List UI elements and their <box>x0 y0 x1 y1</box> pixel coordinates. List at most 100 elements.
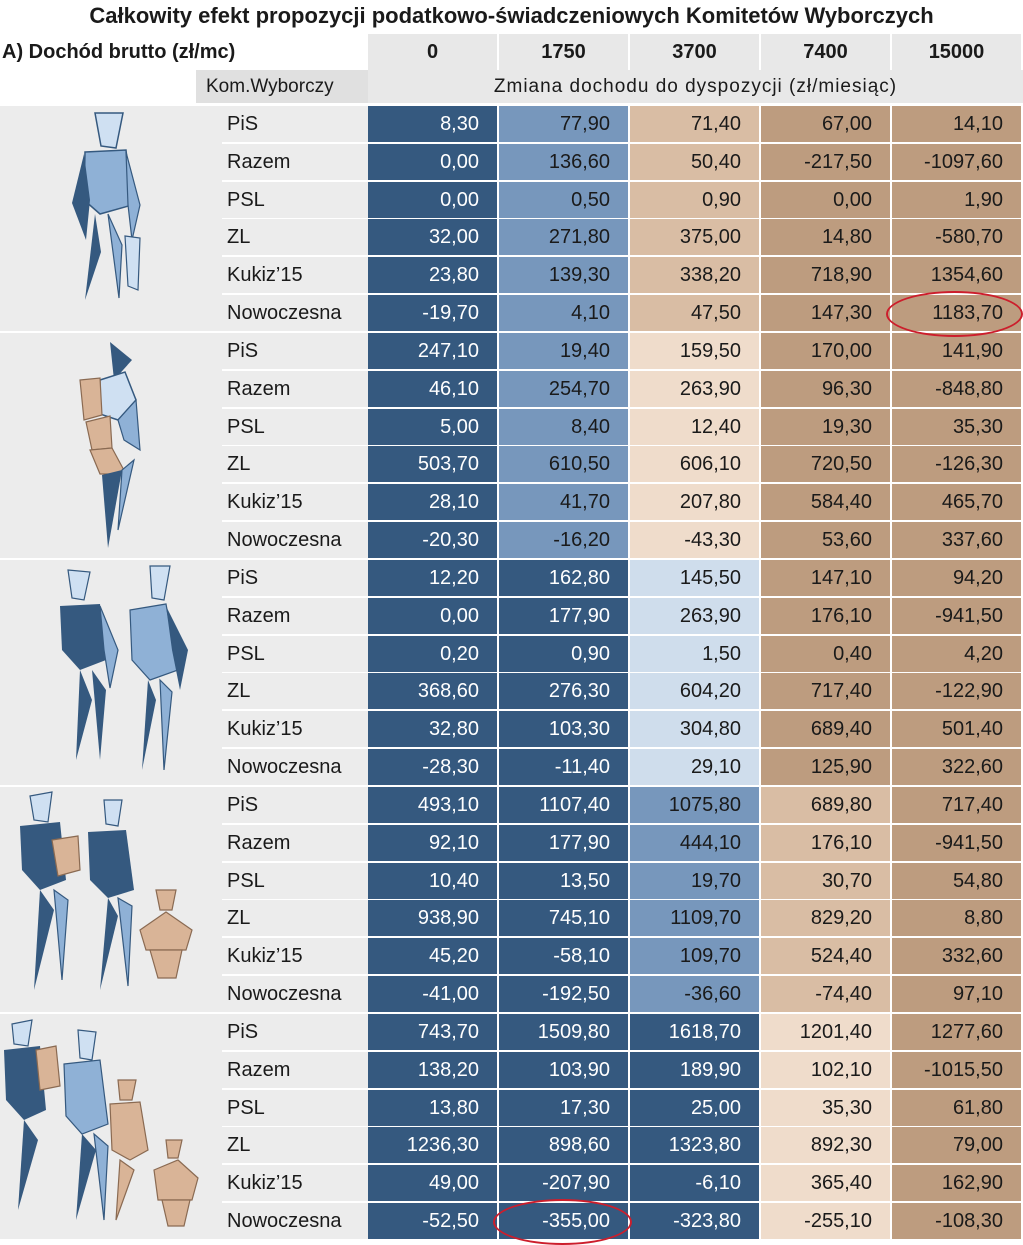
value-cell: 4,10 <box>499 295 628 331</box>
value-cell: 1509,80 <box>499 1014 628 1050</box>
party-label: PiS <box>222 333 368 369</box>
value-cell: 493,10 <box>368 787 497 823</box>
value-cell: 610,50 <box>499 446 628 482</box>
value-header: Zmiana dochodu do dyspozycji (zł/miesiąc… <box>368 70 1023 103</box>
value-cell: -20,30 <box>368 522 497 558</box>
value-cell: 23,80 <box>368 257 497 293</box>
value-cell: -207,90 <box>499 1165 628 1201</box>
large-family-icon <box>0 1014 222 1239</box>
income-header-1750: 1750 <box>499 34 628 70</box>
party-column-header: Kom.Wyborczy <box>196 70 368 103</box>
value-cell: 1,50 <box>630 636 759 672</box>
value-cell: 8,80 <box>892 900 1021 936</box>
value-cell: 465,70 <box>892 484 1021 520</box>
party-label: PSL <box>222 182 368 218</box>
value-cell: 606,10 <box>630 446 759 482</box>
party-label: Razem <box>222 825 368 861</box>
value-cell: 46,10 <box>368 371 497 407</box>
value-cell: -28,30 <box>368 749 497 785</box>
value-cell: 92,10 <box>368 825 497 861</box>
highlight-circle <box>493 1199 632 1245</box>
income-header-0: 0 <box>368 34 497 70</box>
party-label: Kukiz’15 <box>222 938 368 974</box>
value-cell: 689,80 <box>761 787 890 823</box>
value-cell: 745,10 <box>499 900 628 936</box>
party-label: Nowoczesna <box>222 749 368 785</box>
value-cell: 365,40 <box>761 1165 890 1201</box>
value-cell: 1109,70 <box>630 900 759 936</box>
value-cell: 141,90 <box>892 333 1021 369</box>
value-cell: 19,40 <box>499 333 628 369</box>
value-cell: 138,20 <box>368 1052 497 1088</box>
couple-icon <box>0 560 222 785</box>
party-label: PSL <box>222 409 368 445</box>
value-cell: 338,20 <box>630 257 759 293</box>
value-cell: 13,50 <box>499 863 628 899</box>
party-label: Nowoczesna <box>222 295 368 331</box>
value-cell: -41,00 <box>368 976 497 1012</box>
value-cell: -52,50 <box>368 1203 497 1239</box>
party-label: ZL <box>222 219 368 255</box>
value-cell: 125,90 <box>761 749 890 785</box>
party-label: PSL <box>222 863 368 899</box>
value-cell: -580,70 <box>892 219 1021 255</box>
value-cell: 938,90 <box>368 900 497 936</box>
value-cell: 1107,40 <box>499 787 628 823</box>
value-cell: 0,00 <box>761 182 890 218</box>
party-label: ZL <box>222 446 368 482</box>
party-label: Nowoczesna <box>222 976 368 1012</box>
value-cell: 45,20 <box>368 938 497 974</box>
party-label: ZL <box>222 900 368 936</box>
party-label: PSL <box>222 1090 368 1126</box>
value-cell: 102,10 <box>761 1052 890 1088</box>
value-cell: 444,10 <box>630 825 759 861</box>
value-cell: -58,10 <box>499 938 628 974</box>
value-cell: 71,40 <box>630 106 759 142</box>
income-header-row: A) Dochód brutto (zł/mc) 0 1750 3700 7400 15… <box>0 34 1023 70</box>
value-cell: -323,80 <box>630 1203 759 1239</box>
value-cell: 97,10 <box>892 976 1021 1012</box>
value-cell: -217,50 <box>761 144 890 180</box>
value-cell: -192,50 <box>499 976 628 1012</box>
value-cell: -16,20 <box>499 522 628 558</box>
subheader-row: Kom.Wyborczy Zmiana dochodu do dyspozycj… <box>0 70 1023 103</box>
value-cell: 0,00 <box>368 598 497 634</box>
value-cell: 584,40 <box>761 484 890 520</box>
value-cell: 247,10 <box>368 333 497 369</box>
income-header-3700: 3700 <box>630 34 759 70</box>
value-cell: 14,10 <box>892 106 1021 142</box>
value-cell: 19,70 <box>630 863 759 899</box>
value-cell: 29,10 <box>630 749 759 785</box>
value-cell: 136,60 <box>499 144 628 180</box>
value-cell: 254,70 <box>499 371 628 407</box>
value-cell: 689,40 <box>761 711 890 747</box>
value-cell: 162,90 <box>892 1165 1021 1201</box>
party-label: Kukiz’15 <box>222 484 368 520</box>
value-cell: 12,20 <box>368 560 497 596</box>
value-cell: 1277,60 <box>892 1014 1021 1050</box>
value-cell: 1354,60 <box>892 257 1021 293</box>
party-label: Razem <box>222 1052 368 1088</box>
value-cell: 898,60 <box>499 1127 628 1163</box>
party-label: Nowoczesna <box>222 522 368 558</box>
party-label: Razem <box>222 144 368 180</box>
value-cell: 41,70 <box>499 484 628 520</box>
value-cell: -43,30 <box>630 522 759 558</box>
value-cell: 162,80 <box>499 560 628 596</box>
value-cell: 501,40 <box>892 711 1021 747</box>
value-cell: 147,30 <box>761 295 890 331</box>
value-cell: -126,30 <box>892 446 1021 482</box>
party-label: ZL <box>222 1127 368 1163</box>
value-cell: 4,20 <box>892 636 1021 672</box>
value-cell: 0,20 <box>368 636 497 672</box>
value-cell: -19,70 <box>368 295 497 331</box>
value-cell: 1075,80 <box>630 787 759 823</box>
value-cell: 109,70 <box>630 938 759 974</box>
value-cell: 1,90 <box>892 182 1021 218</box>
value-cell: 743,70 <box>368 1014 497 1050</box>
value-cell: 61,80 <box>892 1090 1021 1126</box>
value-cell: 170,00 <box>761 333 890 369</box>
value-cell: 0,90 <box>630 182 759 218</box>
value-cell: -108,30 <box>892 1203 1021 1239</box>
value-cell: 1323,80 <box>630 1127 759 1163</box>
